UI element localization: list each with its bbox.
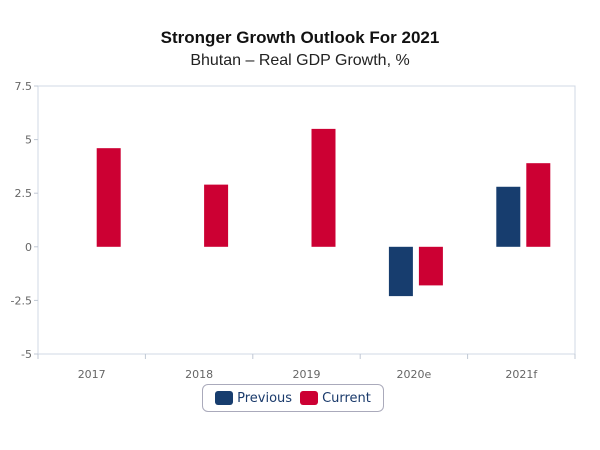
bar-current-2019 — [311, 128, 336, 247]
plot-area — [37, 85, 576, 355]
bar-current-2020e — [418, 246, 443, 286]
y-tick-label: 2.5 — [15, 187, 33, 200]
y-tick-label: -2.5 — [11, 294, 32, 307]
x-tick-label: 2017 — [78, 368, 106, 381]
legend-label-previous: Previous — [237, 390, 293, 406]
x-tick-label: 2018 — [185, 368, 213, 381]
chart-subtitle: Bhutan – Real GDP Growth, % — [190, 52, 410, 69]
legend-item-previous[interactable]: Previous — [215, 391, 292, 406]
bar-current-2017 — [96, 148, 121, 247]
legend-item-current[interactable]: Current — [300, 391, 371, 406]
bar-current-2018 — [204, 184, 229, 247]
legend: Previous Current — [202, 384, 384, 412]
bar-previous-2020e — [388, 246, 413, 297]
legend-swatch-previous — [215, 391, 234, 405]
legend-swatch-current — [300, 391, 319, 405]
x-tick-label: 2020e — [397, 368, 432, 381]
chart-title: Stronger Growth Outlook For 2021 — [160, 28, 440, 47]
y-tick-label: -5 — [21, 348, 32, 361]
y-tick-label: 5 — [25, 134, 32, 147]
y-tick-label: 7.5 — [15, 80, 33, 93]
bar-current-2021f — [526, 163, 551, 247]
bar-previous-2021f — [496, 186, 521, 247]
y-tick-label: 0 — [25, 241, 32, 254]
legend-label-current: Current — [322, 390, 371, 406]
x-tick-label: 2019 — [293, 368, 321, 381]
x-tick-label: 2021f — [505, 368, 538, 381]
